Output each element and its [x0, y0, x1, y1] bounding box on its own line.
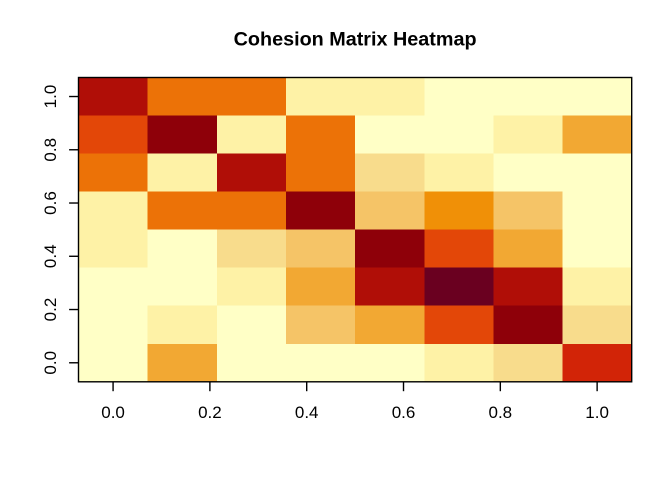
svg-text:0.0: 0.0	[41, 351, 60, 375]
svg-text:1.0: 1.0	[585, 403, 609, 422]
svg-text:0.4: 0.4	[295, 403, 319, 422]
svg-text:0.2: 0.2	[198, 403, 222, 422]
svg-text:0.0: 0.0	[101, 403, 125, 422]
svg-text:0.6: 0.6	[41, 191, 60, 215]
svg-text:1.0: 1.0	[41, 85, 60, 109]
svg-text:0.4: 0.4	[41, 244, 60, 268]
svg-text:0.8: 0.8	[488, 403, 512, 422]
svg-text:Cohesion Matrix Heatmap: Cohesion Matrix Heatmap	[234, 29, 477, 51]
svg-text:0.2: 0.2	[41, 298, 60, 322]
svg-text:0.8: 0.8	[41, 138, 60, 162]
svg-text:0.6: 0.6	[392, 403, 416, 422]
